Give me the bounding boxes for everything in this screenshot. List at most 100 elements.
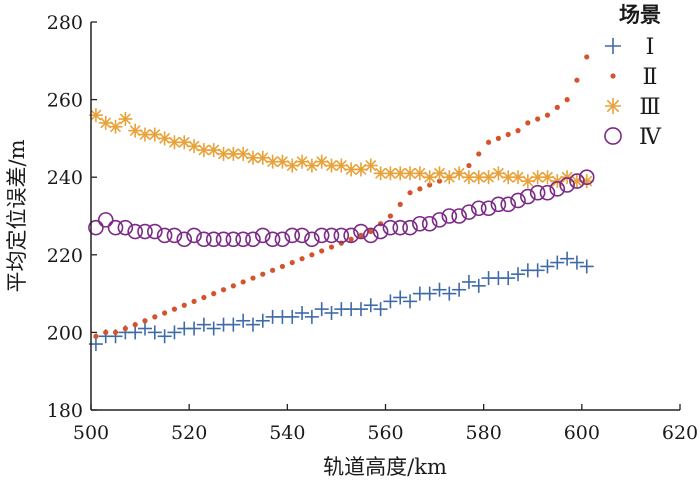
data-point: [451, 208, 467, 224]
data-point: [431, 212, 448, 228]
data-point: [112, 329, 119, 335]
legend-marker-asterisk: [604, 97, 622, 115]
data-point: [362, 227, 379, 244]
data-point: [540, 259, 555, 274]
data-point: [485, 139, 492, 145]
data-point: [97, 212, 114, 228]
data-point: [412, 215, 428, 232]
data-point: [480, 200, 497, 217]
data-point: [363, 158, 378, 173]
data-point: [323, 227, 340, 244]
data-point: [201, 294, 207, 301]
data-point: [176, 231, 193, 248]
data-point: [128, 325, 143, 340]
data-point: [515, 128, 521, 134]
data-point: [520, 188, 536, 205]
data-point: [560, 251, 575, 266]
data-point: [93, 333, 99, 339]
y-tick-label: 220: [47, 245, 83, 267]
data-point: [436, 178, 443, 184]
data-point: [255, 313, 270, 328]
data-point: [358, 232, 364, 238]
data-point: [211, 291, 217, 297]
data-point: [147, 325, 162, 340]
data-point: [88, 219, 104, 236]
legend-title: 场景: [619, 2, 661, 27]
data-point: [343, 227, 359, 244]
data-point: [466, 162, 472, 169]
data-point: [245, 150, 260, 165]
data-point: [137, 321, 152, 336]
series-3: [88, 108, 594, 189]
data-point: [274, 231, 291, 248]
data-point: [511, 170, 526, 185]
data-point: [295, 154, 310, 169]
data-point: [372, 223, 389, 240]
data-point: [254, 227, 271, 244]
x-tick-label: 540: [269, 422, 305, 444]
y-tick-label: 280: [47, 12, 83, 34]
data-point: [319, 248, 325, 254]
data-point: [500, 196, 517, 213]
data-point: [363, 298, 378, 313]
data-point: [107, 219, 124, 236]
data-point: [544, 112, 551, 118]
data-point: [285, 309, 300, 324]
data-point: [196, 231, 212, 248]
data-point: [250, 275, 256, 281]
data-point: [452, 282, 467, 297]
data-point: [260, 271, 266, 277]
data-point: [348, 236, 354, 242]
data-point: [235, 231, 251, 248]
data-point: [584, 54, 590, 60]
data-point: [334, 158, 349, 173]
x-tick-label: 600: [564, 422, 600, 444]
data-point: [501, 271, 516, 286]
x-tick-label: 500: [73, 422, 109, 444]
data-point: [432, 282, 447, 297]
data-point: [98, 115, 113, 130]
data-point: [142, 318, 148, 324]
data-point: [417, 186, 423, 192]
y-tick-label: 240: [47, 167, 83, 189]
series-1: [88, 251, 594, 352]
axis-ticks: 500 520 540 560 580 600 620 180 200 220 240 260 280: [47, 12, 698, 444]
legend-label: Ⅱ: [643, 65, 658, 90]
legend-label: Ⅳ: [639, 125, 662, 150]
data-point: [127, 223, 143, 240]
data-point: [171, 306, 178, 312]
data-point: [535, 116, 541, 122]
data-point: [147, 223, 163, 240]
data-point: [313, 227, 330, 244]
data-point: [530, 263, 545, 278]
data-point: [294, 227, 310, 244]
data-point: [324, 306, 339, 320]
series-4: [88, 169, 595, 248]
data-point: [206, 321, 221, 336]
data-point: [225, 231, 242, 248]
data-point: [328, 244, 335, 250]
data-point: [103, 329, 109, 335]
y-tick-label: 260: [47, 90, 83, 112]
data-point: [304, 231, 320, 248]
data-point: [264, 231, 281, 248]
legend-label: Ⅰ: [646, 35, 655, 60]
data-point: [421, 215, 438, 232]
legend: 场景 Ⅰ Ⅱ Ⅲ Ⅳ: [604, 2, 662, 150]
data-point: [393, 290, 408, 305]
data-point: [240, 279, 246, 285]
data-point: [387, 213, 394, 219]
data-point: [187, 321, 202, 336]
data-point: [383, 294, 398, 309]
data-point: [284, 227, 301, 244]
data-point: [167, 325, 182, 340]
data-point: [393, 166, 408, 181]
data-point: [579, 259, 594, 274]
data-point: [289, 259, 295, 266]
data-point: [511, 267, 526, 282]
legend-label: Ⅲ: [639, 95, 660, 120]
data-point: [196, 317, 211, 332]
data-point: [156, 227, 173, 244]
data-point: [559, 177, 575, 193]
